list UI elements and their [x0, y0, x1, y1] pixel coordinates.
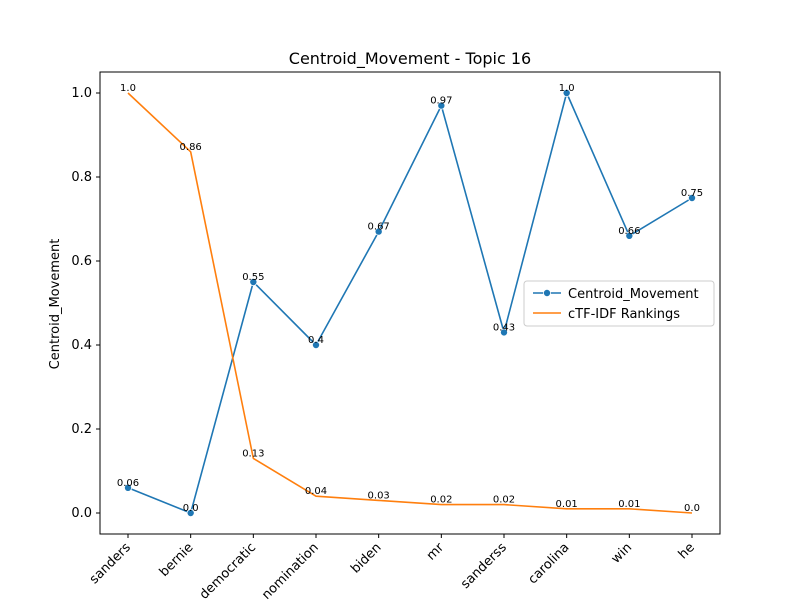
- y-tick-label: 0.4: [71, 338, 92, 353]
- data-point: [124, 483, 133, 492]
- series-layer: [124, 89, 697, 517]
- chart-title: Centroid_Movement - Topic 16: [289, 49, 531, 69]
- data-label: 1.0: [120, 83, 136, 94]
- data-label: 0.02: [493, 495, 515, 506]
- legend: Centroid_Movement cTF-IDF Rankings: [523, 280, 715, 327]
- data-point: [374, 227, 383, 236]
- y-axis-label: Centroid_Movement: [48, 239, 63, 370]
- data-point: [186, 508, 195, 517]
- legend-marker: [543, 288, 552, 297]
- data-label: 0.0: [183, 503, 199, 514]
- data-label: 0.55: [242, 272, 264, 283]
- data-label: 0.06: [117, 478, 139, 489]
- data-point: [562, 89, 571, 98]
- data-point: [249, 277, 258, 286]
- legend-label: cTF-IDF Rankings: [568, 307, 680, 322]
- data-point: [688, 193, 697, 202]
- series-line: [127, 92, 693, 514]
- y-tick-label: 0.0: [71, 506, 92, 521]
- data-label: 0.97: [430, 96, 452, 107]
- data-label: 0.01: [556, 499, 578, 510]
- data-label: 0.43: [493, 322, 515, 333]
- data-label: 0.04: [305, 486, 327, 497]
- data-point: [311, 340, 320, 349]
- series-line: [127, 92, 693, 514]
- data-label: 0.0: [684, 503, 700, 514]
- data-label: 0.4: [308, 335, 324, 346]
- legend-box: [523, 280, 715, 327]
- legend-label: Centroid_Movement: [568, 287, 699, 302]
- data-label: 0.75: [681, 188, 703, 199]
- data-labels: 0.06 0.0 0.55 0.4 0.67 0.97 0.43 1.0 0.66 0.75 1.0…: [117, 83, 703, 514]
- data-point: [437, 101, 446, 110]
- data-label: 0.01: [618, 499, 640, 510]
- data-point: [499, 328, 508, 337]
- y-tick-label: 0.2: [71, 422, 92, 437]
- y-tick-label: 0.6: [71, 254, 92, 269]
- data-label: 0.13: [242, 448, 264, 459]
- data-point: [625, 231, 634, 240]
- y-tick-label: 1.0: [71, 86, 92, 101]
- data-label: 0.86: [180, 142, 202, 153]
- data-label: 0.03: [368, 490, 390, 501]
- data-label: 0.02: [430, 495, 452, 506]
- data-label: 0.67: [368, 222, 390, 233]
- y-tick-label: 0.8: [71, 170, 92, 185]
- data-label: 0.66: [618, 226, 640, 237]
- data-label: 1.0: [559, 83, 575, 94]
- y-axis: 0.0 0.2 0.4 0.6 0.8 1.0: [71, 86, 100, 521]
- plot-frame: [99, 71, 721, 535]
